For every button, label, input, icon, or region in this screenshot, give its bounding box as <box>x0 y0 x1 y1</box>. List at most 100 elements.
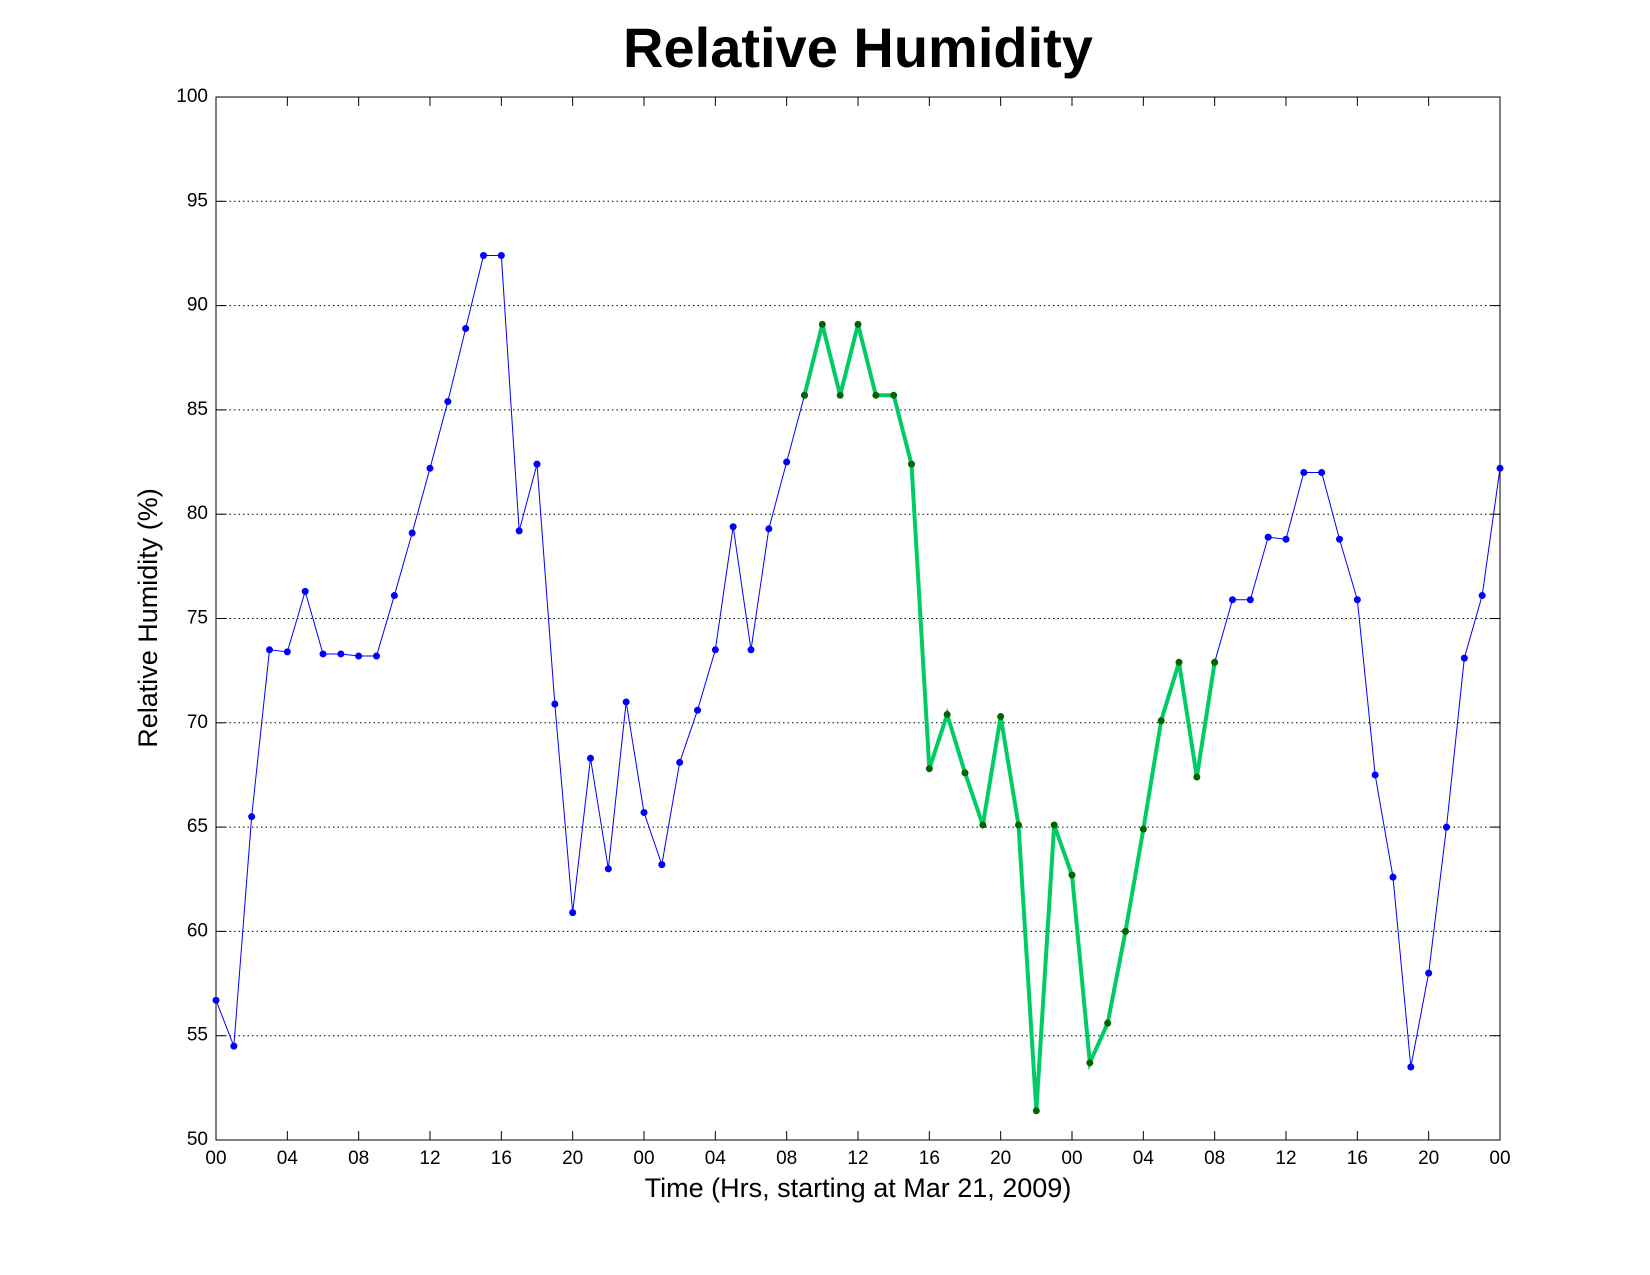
data-point <box>408 529 416 537</box>
x-tick-label: 20 <box>562 1148 583 1169</box>
x-tick-label: 12 <box>1275 1148 1296 1169</box>
data-point <box>925 765 933 773</box>
y-tick-label: 50 <box>187 1129 208 1150</box>
y-tick-label: 75 <box>187 608 208 629</box>
y-tick-label: 55 <box>187 1025 208 1046</box>
y-tick-label: 60 <box>187 920 208 941</box>
data-point <box>1300 468 1308 476</box>
data-point <box>1282 535 1290 543</box>
data-point <box>747 646 755 654</box>
data-point <box>515 527 523 535</box>
x-tick-label: 16 <box>1347 1148 1368 1169</box>
data-point <box>908 460 915 468</box>
data-point <box>319 650 327 658</box>
data-point <box>355 652 363 660</box>
data-point <box>266 646 273 654</box>
data-point <box>1193 773 1201 781</box>
data-point <box>836 391 844 399</box>
data-point <box>1478 592 1486 600</box>
data-point <box>426 464 434 472</box>
data-point <box>462 325 470 333</box>
data-point <box>872 391 880 399</box>
data-point <box>997 713 1005 721</box>
x-tick-label: 12 <box>847 1148 868 1169</box>
x-tick-label: 20 <box>990 1148 1011 1169</box>
y-axis-label: Relative Humidity (%) <box>133 488 163 748</box>
data-point <box>1015 821 1022 829</box>
data-point <box>1371 771 1379 779</box>
data-point <box>943 710 951 718</box>
x-tick-label: 08 <box>776 1148 797 1169</box>
data-point <box>480 252 487 260</box>
data-point <box>1264 533 1272 541</box>
chart-title: Relative Humidity <box>623 16 1093 79</box>
data-point <box>711 646 719 654</box>
data-point <box>551 700 559 708</box>
data-point <box>212 996 220 1004</box>
data-point <box>1068 871 1076 879</box>
x-tick-label: 00 <box>1489 1148 1510 1169</box>
data-point <box>1407 1063 1415 1071</box>
data-point <box>890 391 898 399</box>
x-tick-label: 04 <box>705 1148 727 1169</box>
x-tick-label: 16 <box>919 1148 940 1169</box>
data-point <box>1496 464 1504 472</box>
y-tick-label: 80 <box>187 503 208 524</box>
x-tick-label: 16 <box>491 1148 512 1169</box>
data-point <box>1460 654 1468 662</box>
data-point <box>1139 825 1147 833</box>
data-point <box>783 458 791 466</box>
data-point <box>587 754 594 762</box>
data-point <box>676 758 684 766</box>
data-point <box>230 1042 238 1050</box>
data-point <box>1353 596 1361 604</box>
data-point <box>283 648 291 656</box>
x-axis-label: Time (Hrs, starting at Mar 21, 2009) <box>645 1173 1072 1203</box>
data-point <box>248 813 256 821</box>
x-tick-label: 00 <box>633 1148 654 1169</box>
data-point <box>373 652 380 660</box>
data-point <box>301 587 309 595</box>
data-point <box>1157 717 1165 725</box>
data-point <box>1318 468 1326 476</box>
y-tick-label: 70 <box>187 712 208 733</box>
x-tick-label: 04 <box>1133 1148 1155 1169</box>
data-point <box>818 320 826 328</box>
y-tick-label: 65 <box>187 816 208 837</box>
data-point <box>1336 535 1343 543</box>
y-tick-label: 85 <box>187 399 208 420</box>
data-point <box>533 460 541 468</box>
data-point <box>1211 658 1219 666</box>
data-point <box>1389 873 1397 881</box>
data-point <box>1086 1059 1094 1067</box>
data-point <box>961 769 969 777</box>
x-tick-label: 08 <box>1204 1148 1225 1169</box>
y-tick-label: 90 <box>187 295 208 316</box>
data-point <box>658 861 666 869</box>
data-point <box>1443 823 1450 831</box>
data-point <box>694 706 701 714</box>
data-point <box>765 525 773 533</box>
data-point <box>854 320 862 328</box>
data-point <box>1122 927 1129 935</box>
data-point <box>497 252 505 260</box>
data-point <box>569 909 577 917</box>
data-point <box>444 398 452 406</box>
data-point <box>622 698 630 706</box>
data-point <box>337 650 345 658</box>
data-point <box>1229 596 1236 604</box>
x-tick-label: 12 <box>419 1148 440 1169</box>
data-point <box>1246 596 1254 604</box>
x-tick-label: 20 <box>1418 1148 1439 1169</box>
data-point <box>1425 969 1433 977</box>
data-point <box>801 391 808 399</box>
x-tick-label: 00 <box>1061 1148 1082 1169</box>
data-point <box>640 808 648 816</box>
data-point <box>1175 658 1183 666</box>
plot-frame <box>215 96 1501 1141</box>
y-tick-label: 95 <box>187 190 208 211</box>
series-line <box>802 323 1217 1111</box>
data-point <box>979 821 987 829</box>
data-point <box>604 865 612 873</box>
